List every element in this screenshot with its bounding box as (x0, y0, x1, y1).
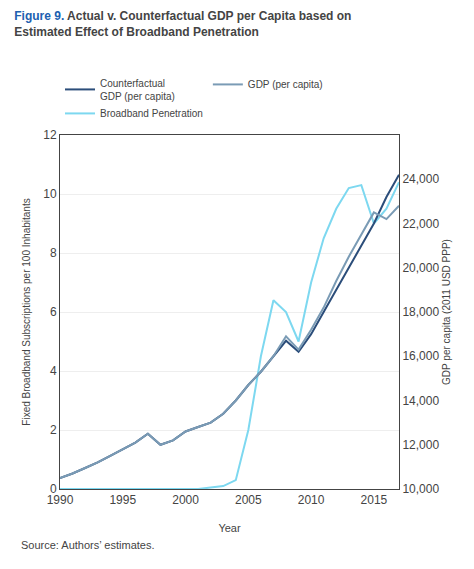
svg-text:Year: Year (218, 522, 241, 534)
svg-text:2000: 2000 (172, 493, 199, 507)
svg-text:24,000: 24,000 (402, 172, 439, 186)
svg-text:1995: 1995 (109, 493, 136, 507)
svg-text:2005: 2005 (235, 493, 262, 507)
svg-text:0: 0 (50, 482, 57, 496)
svg-text:2: 2 (50, 423, 57, 437)
svg-text:GDP per capita (2011 USD PPP): GDP per capita (2011 USD PPP) (441, 239, 452, 385)
svg-text:CounterfactualGDP (per capita): CounterfactualGDP (per capita) (100, 78, 175, 102)
svg-text:22,000: 22,000 (402, 217, 439, 231)
svg-text:Fixed Broadband Subscriptions: Fixed Broadband Subscriptions per 100 In… (21, 198, 32, 425)
svg-text:16,000: 16,000 (402, 349, 439, 363)
svg-text:10: 10 (43, 187, 57, 201)
svg-text:18,000: 18,000 (402, 305, 439, 319)
svg-text:6: 6 (50, 305, 57, 319)
svg-text:4: 4 (50, 364, 57, 378)
svg-text:Broadband Penetration: Broadband Penetration (100, 108, 203, 119)
svg-text:Source: Authors’ estimates.: Source: Authors’ estimates. (21, 539, 155, 551)
svg-text:Figure 9. Actual v. Counterfac: Figure 9. Actual v. Counterfactual GDP p… (14, 9, 351, 39)
svg-text:8: 8 (50, 246, 57, 260)
svg-text:1990: 1990 (47, 493, 74, 507)
svg-text:2015: 2015 (361, 493, 388, 507)
svg-text:10,000: 10,000 (402, 482, 439, 496)
svg-text:12: 12 (43, 128, 57, 142)
svg-text:2010: 2010 (298, 493, 325, 507)
svg-text:14,000: 14,000 (402, 394, 439, 408)
svg-text:20,000: 20,000 (402, 261, 439, 275)
svg-text:GDP (per capita): GDP (per capita) (248, 79, 323, 90)
svg-text:12,000: 12,000 (402, 438, 439, 452)
